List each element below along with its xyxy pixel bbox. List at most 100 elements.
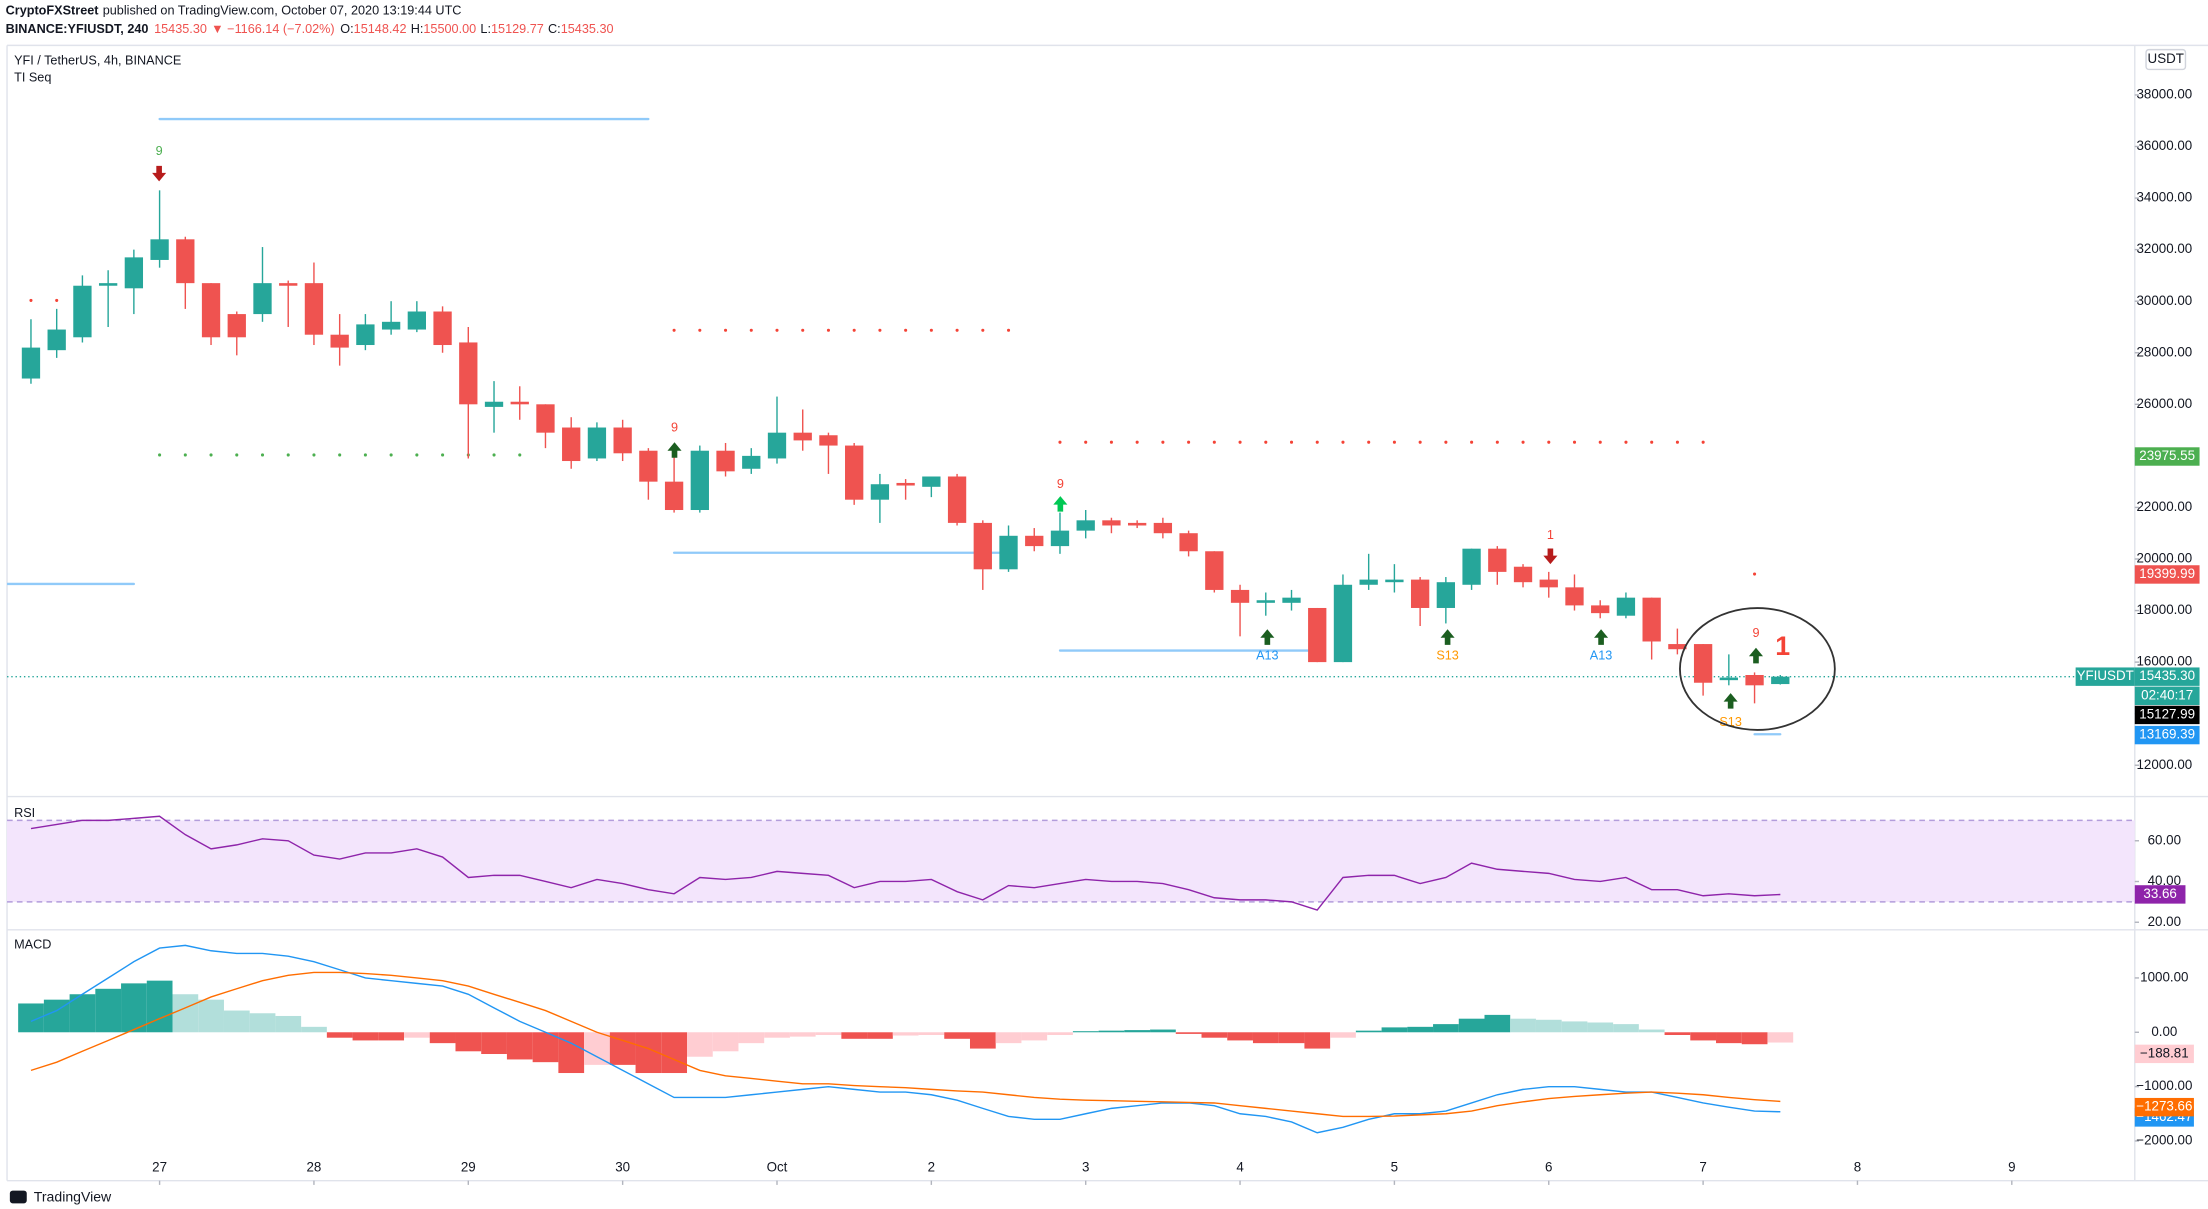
macd-histogram-bar (1407, 1026, 1434, 1033)
candle-body (1256, 600, 1275, 603)
macd-histogram-bar (1535, 1019, 1562, 1033)
price-label-box (2134, 447, 2200, 466)
rsi-line (30, 815, 1781, 911)
macd-histogram-bar (455, 1032, 482, 1052)
candle-body (1179, 533, 1198, 552)
macd-last-label: −1273.66 (2136, 1099, 2192, 1114)
macd-histogram-bar (1510, 1018, 1536, 1033)
low-key: L: (480, 21, 491, 36)
td-label: 1 (1775, 631, 1790, 661)
macd-histogram-bar (1638, 1029, 1665, 1033)
macd-histogram-bar (326, 1032, 353, 1038)
macd-histogram-bar (1561, 1021, 1588, 1033)
price-label-box (2134, 705, 2200, 725)
y-tick-label: 32000.00 (2136, 241, 2192, 256)
candle-body (664, 481, 684, 511)
symbol-tag-box (2075, 667, 2135, 686)
y-tick-label: 16000.00 (2136, 654, 2192, 669)
x-tick-label: 9 (2008, 1159, 2015, 1174)
macd-histogram-bar (223, 1010, 250, 1033)
macd-histogram-bar (172, 994, 199, 1033)
candle-body (819, 435, 838, 446)
x-tick-label: Oct (767, 1159, 788, 1174)
candle-body (922, 476, 941, 487)
low: 15129.77 (491, 21, 544, 36)
candle-body (1359, 579, 1378, 585)
macd-histogram-bar (1021, 1032, 1048, 1041)
candle-body (1308, 607, 1327, 663)
candle-body (176, 239, 195, 284)
candle-body (510, 401, 529, 405)
candle-body (613, 427, 632, 454)
candle-body (433, 311, 452, 346)
panel-title: RSI (14, 805, 35, 820)
macd-histogram-bar (712, 1032, 739, 1052)
candle-body (1565, 587, 1584, 606)
y-tick-label: −2000.00 (2136, 1132, 2192, 1147)
candle-body (1333, 584, 1353, 663)
candle-body (896, 482, 915, 486)
price-label-box (2134, 565, 2200, 584)
x-tick-label: 30 (615, 1159, 630, 1174)
x-tick-label: 2 (928, 1159, 935, 1174)
candle-body (536, 404, 555, 433)
y-tick-label: 40.00 (2148, 873, 2181, 888)
candle-body (1719, 677, 1738, 681)
symbol-tag: YFIUSDT (2077, 668, 2134, 683)
countdown: 02:40:17 (2141, 687, 2193, 702)
td-label: A13 (1256, 648, 1279, 663)
macd-histogram-bar (841, 1032, 868, 1039)
candle-body (767, 432, 787, 459)
currency[interactable]: USDT (2148, 51, 2184, 66)
macd-histogram-bar (789, 1032, 816, 1037)
legend-indicator: TI Seq (14, 69, 51, 84)
macd-histogram-bar (1767, 1032, 1794, 1043)
macd-histogram-bar (918, 1032, 945, 1035)
candle-body (356, 324, 375, 346)
price-label: 15435.30 (2139, 668, 2195, 683)
td-arrow-up (667, 442, 682, 458)
macd-histogram-bar (1484, 1014, 1511, 1033)
candle-body (1771, 676, 1790, 685)
histogram-last-label-box (2134, 1044, 2194, 1064)
countdown-box (2134, 686, 2200, 706)
td-arrow-up (1053, 496, 1068, 512)
macd-histogram-bar (249, 1013, 276, 1033)
x-tick-label: 27 (152, 1159, 167, 1174)
histogram-last-label: −188.81 (2140, 1045, 2189, 1060)
candle-body (1591, 605, 1610, 614)
candle-body (459, 342, 478, 405)
candle-body (870, 484, 890, 500)
candle-body (47, 329, 66, 351)
y-tick-label: 28000.00 (2136, 344, 2192, 359)
x-tick-label: 7 (1699, 1159, 1706, 1174)
macd-histogram-bar (1458, 1018, 1485, 1033)
x-tick-label: 6 (1545, 1159, 1552, 1174)
candle-body (639, 450, 658, 482)
macd-histogram-bar (867, 1032, 893, 1039)
footer: TradingView (9, 1188, 112, 1204)
candle-body (562, 427, 581, 462)
macd-histogram-bar (1201, 1032, 1228, 1038)
macd-histogram-bar (1252, 1032, 1279, 1044)
macd-histogram-bar (995, 1032, 1022, 1044)
macd-histogram-bar (969, 1032, 996, 1049)
y-tick-label: 30000.00 (2136, 293, 2192, 308)
macd-histogram-bar (275, 1015, 302, 1033)
td-arrow-up (1748, 647, 1764, 664)
author: CryptoFXStreet (6, 3, 100, 18)
candle-body (1488, 548, 1507, 572)
y-tick-label: 20.00 (2148, 914, 2181, 929)
macd-histogram-bar (1150, 1029, 1176, 1033)
macd-histogram-bar (121, 983, 147, 1033)
macd-line (30, 971, 1781, 1118)
macd-histogram-bar (1433, 1024, 1459, 1033)
y-tick-label: 38000.00 (2136, 86, 2192, 101)
macd-histogram-bar (1716, 1032, 1742, 1044)
candle-body (227, 314, 246, 338)
y-tick-label: 60.00 (2148, 832, 2181, 847)
currency-box[interactable] (2145, 48, 2187, 71)
candle-body (484, 401, 504, 407)
